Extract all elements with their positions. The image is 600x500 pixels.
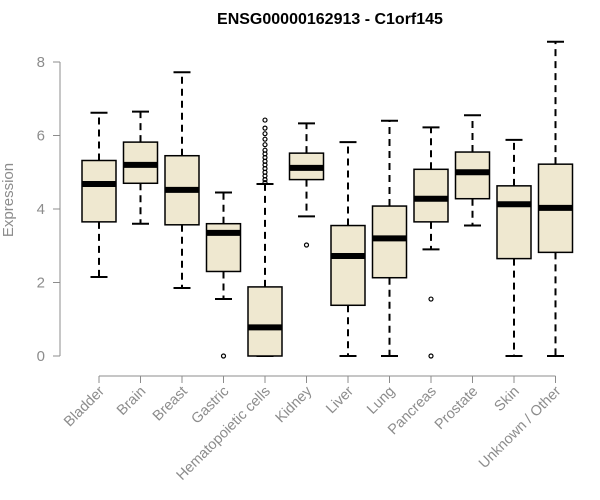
y-tick-label: 2 [37, 275, 45, 292]
outlier-point [428, 353, 434, 359]
x-tick-label: Brain [114, 384, 149, 419]
outlier-point [262, 147, 268, 153]
box-iqr [454, 151, 491, 200]
box-group [496, 138, 532, 357]
chart-title: ENSG00000162913 - C1orf145 [217, 11, 443, 28]
y-tick-label: 4 [37, 201, 45, 218]
x-tick-label: Lung [364, 384, 398, 418]
box-group [371, 119, 408, 357]
box-group [454, 114, 491, 227]
outlier-point [262, 179, 268, 186]
box-iqr [496, 185, 532, 260]
outlier-point [262, 125, 268, 131]
y-axis: 0 2 4 6 8 [37, 54, 61, 365]
box-group [330, 141, 366, 357]
x-tick-label: Breast [150, 384, 191, 425]
box-group [288, 122, 325, 248]
box-group [205, 191, 242, 359]
x-tick-label: Bladder [61, 383, 108, 430]
box-iqr [371, 205, 408, 279]
box-group [537, 40, 574, 357]
box-iqr [81, 159, 117, 223]
y-axis-label: Expression [0, 163, 17, 237]
outlier-point [262, 131, 268, 137]
box-group [164, 71, 200, 290]
outlier-point [303, 242, 310, 248]
outlier-point [220, 353, 227, 359]
outlier-point [262, 142, 268, 148]
box-iqr [413, 168, 449, 223]
outlier-point [262, 136, 268, 142]
outlier-point [428, 296, 434, 302]
x-tick-label: Liver [323, 383, 357, 417]
box-group [81, 111, 117, 278]
box-group [413, 126, 449, 359]
y-tick-label: 6 [37, 128, 45, 145]
x-tick-label: Skin [492, 384, 523, 415]
x-tick-label: Kidney [273, 383, 316, 426]
y-tick-label: 8 [37, 54, 45, 71]
box-series [81, 40, 574, 359]
box-group [122, 110, 159, 225]
box-group [247, 117, 283, 357]
box-iqr [330, 224, 366, 307]
y-tick-label: 0 [37, 348, 45, 365]
x-tick-label: Prostate [432, 384, 481, 433]
box-iqr [247, 286, 283, 357]
outlier-point [262, 117, 268, 123]
